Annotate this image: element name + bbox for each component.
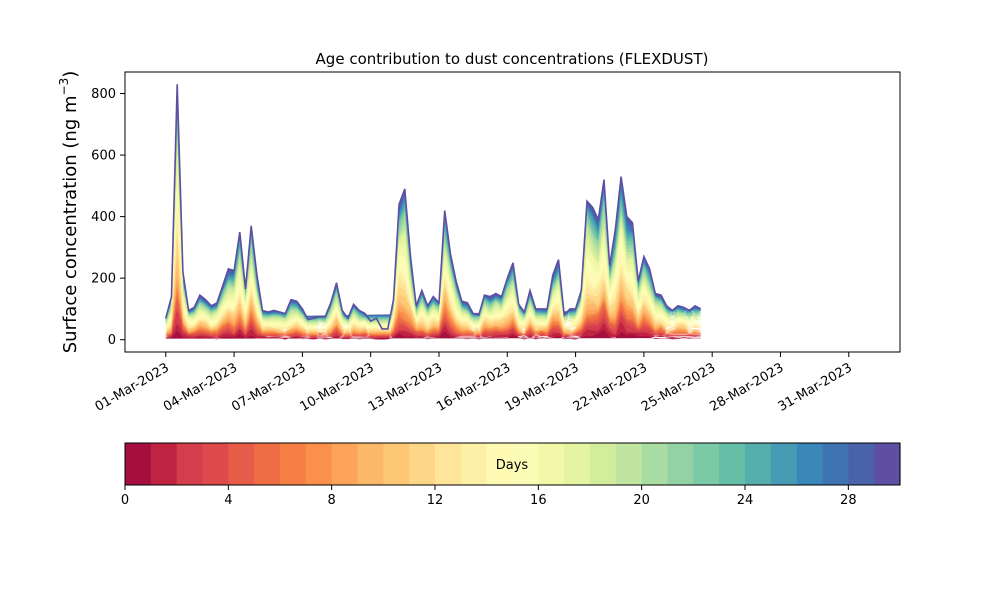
colorbar-cell-17–18 d <box>564 443 591 485</box>
colorbar-cell-28–29 d <box>848 443 875 485</box>
colorbar-cell-1–2 d <box>150 443 178 485</box>
colorbar-cell-13–14 d <box>460 443 488 485</box>
y-tick-label: 0 <box>108 333 116 348</box>
colorbar-cell-4–5 d <box>228 443 255 485</box>
colorbar-tick-label: 8 <box>328 493 336 508</box>
colorbar-label: Days <box>496 458 529 473</box>
colorbar-cell-16–17 d <box>538 443 565 485</box>
colorbar-tick-label: 16 <box>530 493 547 508</box>
colorbar-cell-22–23 d <box>693 443 720 485</box>
y-axis-label: Surface concentration (ng m−3) <box>57 71 81 354</box>
x-tick-label: 01-Mar-2023 <box>93 360 172 414</box>
chart-title: Age contribution to dust concentrations … <box>316 50 709 68</box>
colorbar-tick-label: 0 <box>121 493 129 508</box>
x-tick-label: 16-Mar-2023 <box>434 360 513 414</box>
colorbar-cell-8–9 d <box>331 443 359 485</box>
y-axis-label-exponent: −3 <box>57 78 71 96</box>
colorbar: Days 0 4 8 12 16 20 24 28 <box>121 442 901 508</box>
total-line <box>165 84 702 330</box>
x-tick-label: 07-Mar-2023 <box>229 360 308 414</box>
area-series-2–3 d <box>165 310 701 339</box>
colorbar-cell-10–11 d <box>383 443 410 485</box>
x-tick-label: 19-Mar-2023 <box>502 360 581 414</box>
x-tick-label: 31-Mar-2023 <box>776 360 855 414</box>
y-axis-label-close: ) <box>60 71 81 78</box>
colorbar-cell-5–6 d <box>254 443 281 485</box>
y-axis: 0 200 400 600 800 <box>91 87 125 348</box>
colorbar-cell-7–8 d <box>305 443 333 485</box>
colorbar-cell-24–25 d <box>745 443 772 485</box>
colorbar-cell-20–21 d <box>641 443 669 485</box>
colorbar-tick-label: 12 <box>427 493 444 508</box>
y-tick-label: 400 <box>91 210 116 225</box>
stacked-areas <box>165 84 702 340</box>
colorbar-tick-label: 28 <box>840 493 857 508</box>
colorbar-cell-6–7 d <box>280 443 307 485</box>
colorbar-cell-25–26 d <box>770 443 798 485</box>
x-tick-label: 22-Mar-2023 <box>571 360 650 414</box>
colorbar-cell-14–15 d <box>486 443 514 485</box>
colorbar-tick-label: 4 <box>224 493 232 508</box>
x-tick-label: 13-Mar-2023 <box>366 360 445 414</box>
colorbar-cell-23–24 d <box>719 443 746 485</box>
plot-frame <box>124 71 901 353</box>
x-tick-label: 25-Mar-2023 <box>639 360 718 414</box>
colorbar-cell-21–22 d <box>667 443 694 485</box>
colorbar-tick-label: 20 <box>633 493 650 508</box>
area-series-0–1 d <box>165 329 701 340</box>
y-tick-label: 800 <box>91 87 116 102</box>
colorbar-cell-29–30 d <box>874 443 901 485</box>
colorbar-cell-2–3 d <box>176 443 204 485</box>
x-tick-label: 28-Mar-2023 <box>707 360 786 414</box>
colorbar-ticks: 0 4 8 12 16 20 24 28 <box>121 485 857 508</box>
colorbar-cell-19–20 d <box>615 443 643 485</box>
colorbar-tick-label: 24 <box>737 493 754 508</box>
x-tick-label: 04-Mar-2023 <box>161 360 240 414</box>
colorbar-cell-0–1 d <box>125 443 152 485</box>
colorbar-cell-18–19 d <box>590 443 617 485</box>
colorbar-cell-26–27 d <box>796 443 824 485</box>
y-axis-label-main: Surface concentration (ng m <box>60 95 81 353</box>
y-tick-label: 600 <box>91 149 116 164</box>
colorbar-cells <box>125 443 901 485</box>
colorbar-cell-12–13 d <box>435 443 462 485</box>
colorbar-frame <box>124 442 901 486</box>
colorbar-cell-27–28 d <box>822 443 849 485</box>
y-tick-label: 200 <box>91 272 116 287</box>
x-tick-label: 10-Mar-2023 <box>298 360 377 414</box>
x-axis: 01-Mar-202304-Mar-202307-Mar-202310-Mar-… <box>93 352 855 415</box>
colorbar-cell-9–10 d <box>357 443 384 485</box>
area-series-1–2 d <box>165 321 701 340</box>
colorbar-cell-11–12 d <box>409 443 436 485</box>
colorbar-cell-3–4 d <box>202 443 229 485</box>
colorbar-cell-15–16 d <box>512 443 539 485</box>
